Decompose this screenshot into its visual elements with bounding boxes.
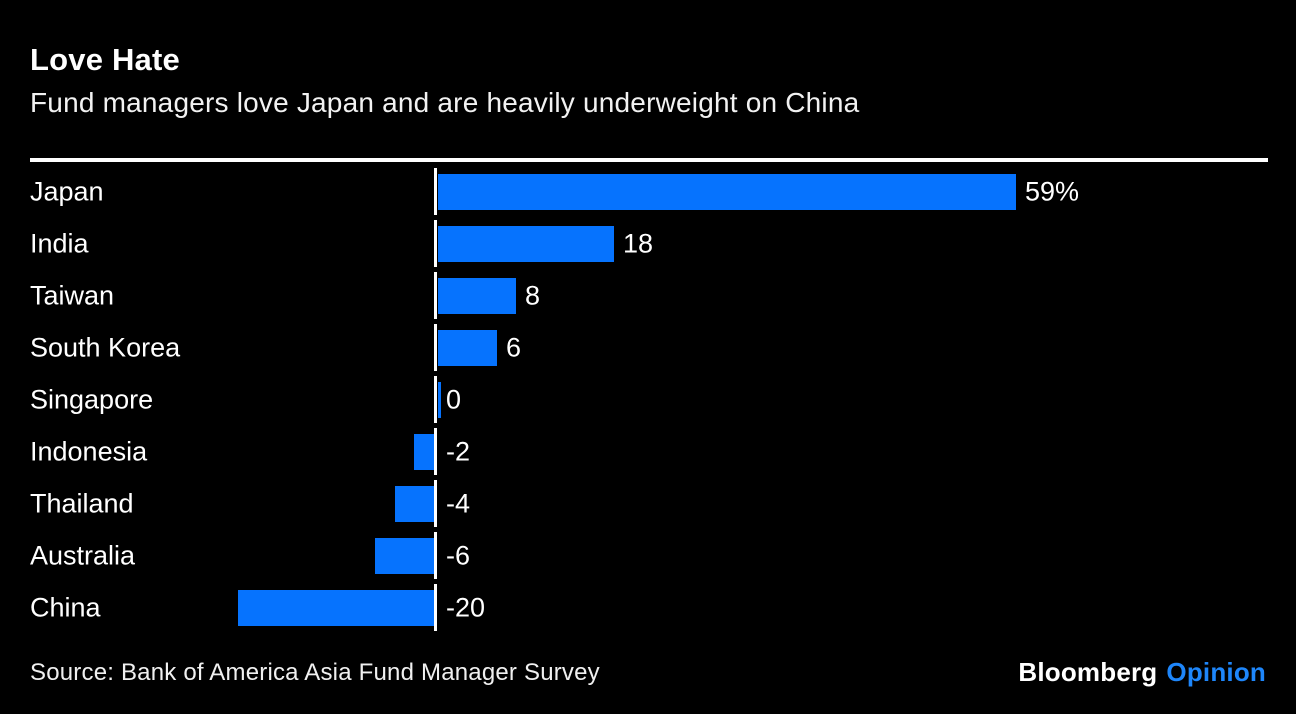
bloomberg-opinion-logo: Bloomberg Opinion (1018, 657, 1266, 688)
value-label: 0 (446, 384, 462, 415)
chart-row: Australia -6 (0, 530, 1296, 582)
zero-axis-segment (434, 428, 437, 475)
category-label: South Korea (30, 332, 181, 363)
zero-axis-segment (434, 584, 437, 631)
chart-row: China -20 (0, 582, 1296, 634)
chart-row: South Korea 6 (0, 322, 1296, 374)
bloomberg-wordmark: Bloomberg (1018, 657, 1158, 687)
zero-axis-segment (434, 376, 437, 423)
category-label: India (30, 228, 89, 259)
zero-axis-segment (434, 272, 437, 319)
chart-row: Taiwan 8 (0, 270, 1296, 322)
value-label: -4 (446, 488, 471, 519)
category-label: Australia (30, 540, 136, 571)
value-label: 59% (1025, 176, 1080, 207)
opinion-wordmark: Opinion (1166, 657, 1266, 687)
value-label: 18 (623, 228, 654, 259)
bar (438, 330, 497, 366)
chart-row: Japan 59% (0, 166, 1296, 218)
chart-title: Love Hate (30, 42, 180, 77)
value-label: 8 (525, 280, 541, 311)
category-label: Taiwan (30, 280, 115, 311)
category-label: Japan (30, 176, 104, 207)
category-label: Singapore (30, 384, 154, 415)
chart-row: Thailand -4 (0, 478, 1296, 530)
category-label: China (30, 592, 101, 623)
chart-row: Singapore 0 (0, 374, 1296, 426)
bar (375, 538, 434, 574)
zero-axis-segment (434, 220, 437, 267)
chart-row: Indonesia -2 (0, 426, 1296, 478)
bar (414, 434, 434, 470)
value-label: -2 (446, 436, 471, 467)
zero-axis-segment (434, 168, 437, 215)
zero-axis-segment (434, 324, 437, 371)
value-label: 6 (506, 332, 522, 363)
zero-axis-segment (434, 532, 437, 579)
category-label: Indonesia (30, 436, 148, 467)
bar (438, 382, 441, 418)
bar (438, 174, 1016, 210)
bar (438, 278, 516, 314)
category-label: Thailand (30, 488, 134, 519)
bar-chart: Japan 59% India 18 Taiwan 8 South Korea 6 Singap… (0, 166, 1296, 634)
chart-row: India 18 (0, 218, 1296, 270)
bar (238, 590, 434, 626)
bar (438, 226, 614, 262)
value-label: -6 (446, 540, 471, 571)
value-label: -20 (446, 592, 486, 623)
bar (395, 486, 434, 522)
zero-axis-segment (434, 480, 437, 527)
source-note: Source: Bank of America Asia Fund Manage… (30, 659, 600, 686)
header-divider (30, 158, 1268, 162)
chart-subtitle: Fund managers love Japan and are heavily… (30, 87, 860, 118)
